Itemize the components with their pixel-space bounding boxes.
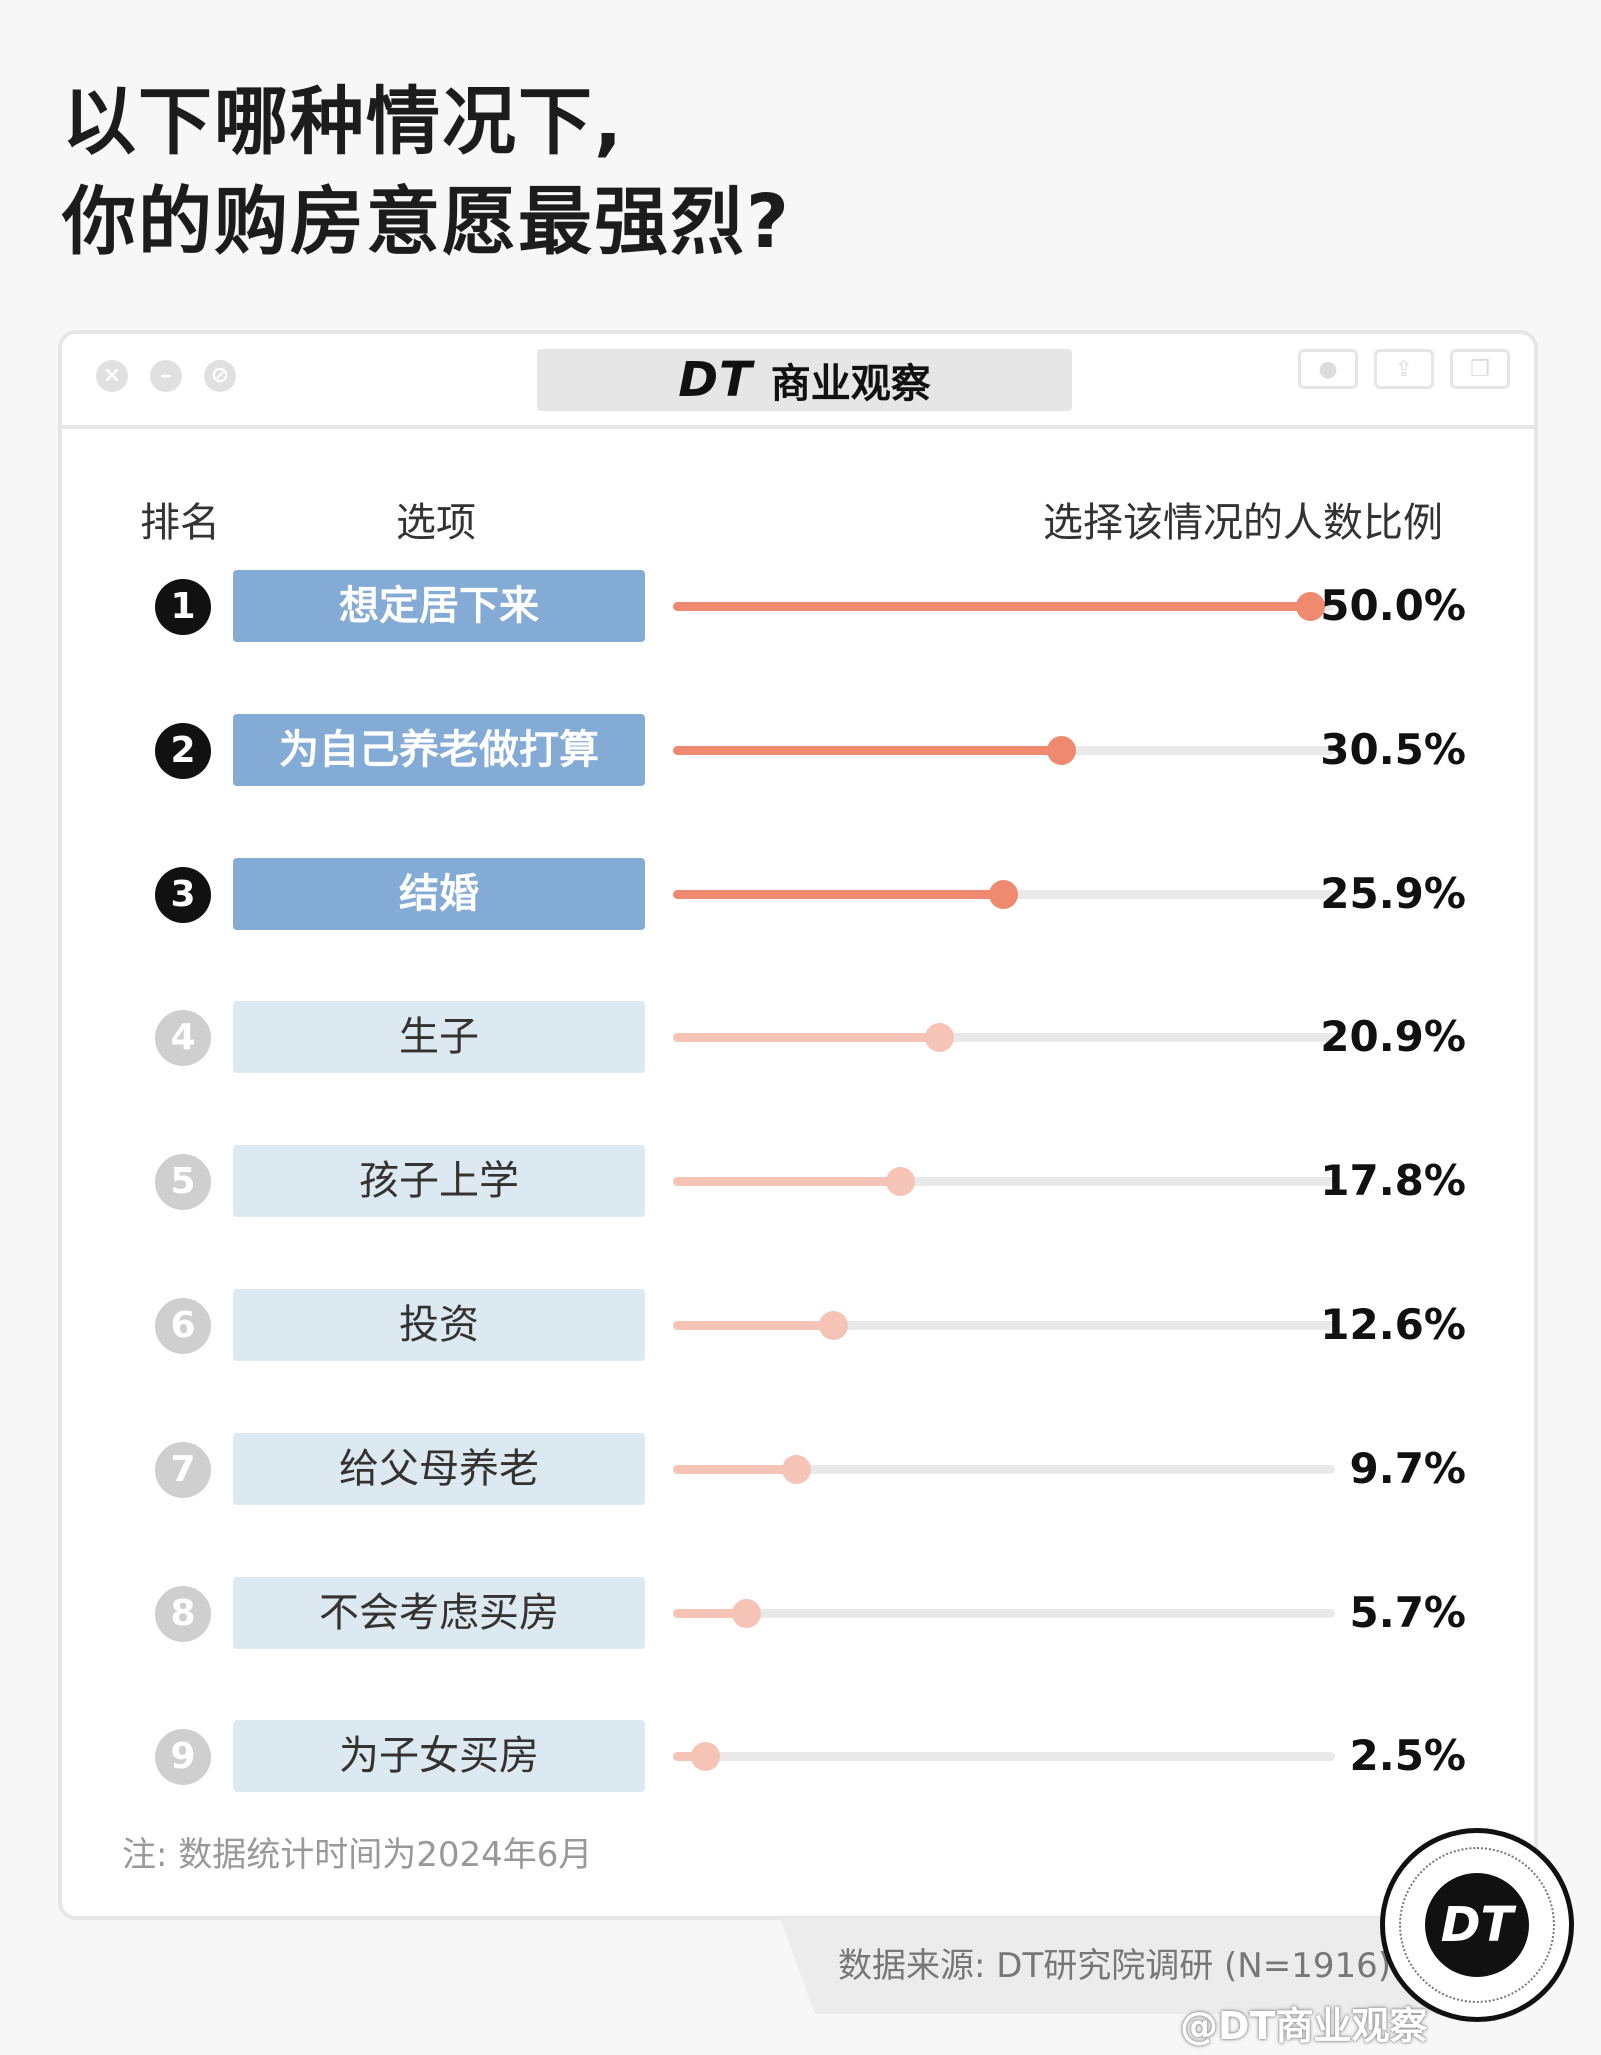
chart-row: 7 给父母养老 9.7% — [0, 1433, 1601, 1505]
bar-track — [673, 1311, 1335, 1340]
category-label: 为自己养老做打算 — [233, 714, 645, 786]
value-label: 9.7% — [1349, 1444, 1466, 1493]
chart-row: 2 为自己养老做打算 30.5% — [0, 714, 1601, 786]
rank-badge: 7 — [155, 1442, 211, 1498]
rank-badge: 1 — [155, 579, 211, 635]
bar-end-dot — [1047, 736, 1076, 765]
bar-fill — [673, 1321, 833, 1330]
bar-fill — [673, 890, 1003, 899]
chart-row: 1 想定居下来 50.0% — [0, 570, 1601, 642]
badge-logo: DT — [1425, 1873, 1529, 1977]
rank-badge: 8 — [155, 1586, 211, 1642]
header-option: 选项 — [396, 500, 476, 546]
window-titlebar: × – ⊘ DT 商业观察 ● ⇪ ❐ — [62, 334, 1534, 429]
value-label: 30.5% — [1320, 725, 1466, 774]
page-title: 以下哪种情况下, 你的购房意愿最强烈? — [62, 72, 791, 272]
badge-ring — [1399, 1847, 1555, 2003]
block-icon[interactable]: ⊘ — [204, 360, 236, 392]
source-strip — [780, 1918, 1480, 2014]
bar-track — [673, 880, 1335, 909]
bar-fill — [673, 602, 1310, 611]
minimize-icon[interactable]: – — [150, 360, 182, 392]
rank-badge: 3 — [155, 867, 211, 923]
header-rank: 排名 — [140, 500, 220, 546]
category-label: 不会考虑买房 — [233, 1577, 645, 1649]
bar-track — [673, 1167, 1335, 1196]
footer-account: @DT商业观察 — [1180, 2004, 1428, 2048]
bar-track — [673, 592, 1335, 621]
rank-badge: 2 — [155, 723, 211, 779]
chart-row: 5 孩子上学 17.8% — [0, 1145, 1601, 1217]
value-label: 20.9% — [1320, 1012, 1466, 1061]
value-label: 5.7% — [1349, 1588, 1466, 1637]
category-label: 投资 — [233, 1289, 645, 1361]
category-label: 结婚 — [233, 858, 645, 930]
bar-end-dot — [691, 1742, 720, 1771]
footnote: 注: 数据统计时间为2024年6月 — [122, 1835, 593, 1875]
category-label: 生子 — [233, 1001, 645, 1073]
bar-fill — [673, 1033, 939, 1042]
bar-end-dot — [886, 1167, 915, 1196]
value-label: 17.8% — [1320, 1156, 1466, 1205]
title-line-1: 以下哪种情况下, — [62, 79, 625, 165]
bar-fill — [673, 1752, 705, 1761]
rank-badge: 5 — [155, 1154, 211, 1210]
bar-end-dot — [782, 1455, 811, 1484]
category-label: 想定居下来 — [233, 570, 645, 642]
app-window: × – ⊘ DT 商业观察 ● ⇪ ❐ — [58, 330, 1538, 1920]
category-label: 孩子上学 — [233, 1145, 645, 1217]
chart-row: 4 生子 20.9% — [0, 1001, 1601, 1073]
bar-fill — [673, 1609, 746, 1618]
rank-badge: 6 — [155, 1298, 211, 1354]
bar-fill — [673, 1465, 796, 1474]
bar-end-dot — [925, 1023, 954, 1052]
category-label: 给父母养老 — [233, 1433, 645, 1505]
rank-badge: 9 — [155, 1729, 211, 1785]
value-label: 50.0% — [1320, 581, 1466, 630]
bar-track — [673, 1742, 1335, 1771]
bar-end-dot — [1296, 592, 1325, 621]
brand-name: 商业观察 — [770, 361, 931, 407]
dt-badge: DT — [1380, 1828, 1574, 2022]
close-icon[interactable]: × — [96, 360, 128, 392]
header-ratio: 选择该情况的人数比例 — [1043, 500, 1443, 546]
bar-end-dot — [989, 880, 1018, 909]
bar-track — [673, 736, 1335, 765]
bar-end-dot — [732, 1599, 761, 1628]
value-label: 12.6% — [1320, 1300, 1466, 1349]
bar-track — [673, 1023, 1335, 1052]
value-label: 2.5% — [1349, 1731, 1466, 1780]
bar-track — [673, 1599, 1335, 1628]
bar-track — [673, 1455, 1335, 1484]
brand-logo-dt: DT — [678, 352, 753, 408]
chart-row: 9 为子女买房 2.5% — [0, 1720, 1601, 1792]
copy-icon[interactable]: ❐ — [1450, 349, 1510, 389]
chart-row: 6 投资 12.6% — [0, 1289, 1601, 1361]
record-icon[interactable]: ● — [1298, 349, 1358, 389]
chart-row: 3 结婚 25.9% — [0, 858, 1601, 930]
bar-fill — [673, 746, 1061, 755]
title-line-2: 你的购房意愿最强烈? — [62, 179, 791, 265]
chart-row: 8 不会考虑买房 5.7% — [0, 1577, 1601, 1649]
share-icon[interactable]: ⇪ — [1374, 349, 1434, 389]
category-label: 为子女买房 — [233, 1720, 645, 1792]
bar-fill — [673, 1177, 900, 1186]
bar-end-dot — [819, 1311, 848, 1340]
value-label: 25.9% — [1320, 869, 1466, 918]
brand-banner: DT 商业观察 — [537, 349, 1072, 411]
data-source: 数据来源: DT研究院调研 (N=1916) — [838, 1946, 1391, 1986]
rank-badge: 4 — [155, 1010, 211, 1066]
